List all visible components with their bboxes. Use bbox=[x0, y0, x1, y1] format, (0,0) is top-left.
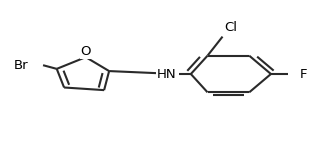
Text: HN: HN bbox=[157, 67, 176, 81]
Text: O: O bbox=[80, 45, 91, 58]
Text: Cl: Cl bbox=[224, 21, 238, 34]
Text: Br: Br bbox=[13, 59, 28, 72]
Text: F: F bbox=[299, 67, 307, 81]
